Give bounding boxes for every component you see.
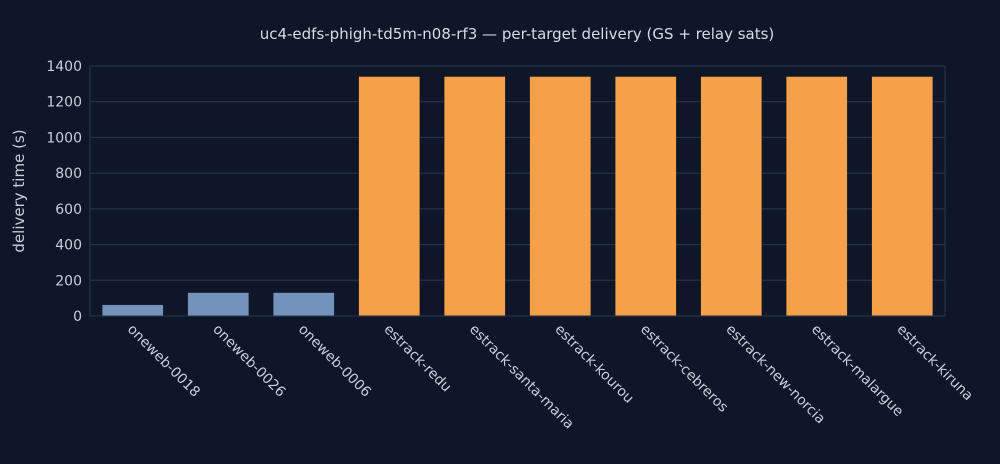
- bar-estrack-malargue: [786, 76, 848, 316]
- y-tick-label: 1000: [46, 130, 82, 146]
- plot-frame: [89, 65, 946, 317]
- bar-oneweb-0026: [187, 292, 249, 316]
- y-tick-label: 1200: [46, 95, 82, 111]
- x-tick-label: estrack-kourou: [551, 322, 636, 407]
- bar-estrack-cebreros: [615, 76, 677, 316]
- y-tick-label: 0: [73, 309, 82, 325]
- y-tick-label: 600: [55, 202, 82, 218]
- bar-estrack-new-norcia: [700, 76, 762, 316]
- x-tick-label: oneweb-0006: [295, 322, 374, 401]
- bar-estrack-kourou: [529, 76, 591, 316]
- bar-estrack-redu: [358, 76, 420, 316]
- bar-estrack-kiruna: [871, 76, 933, 316]
- y-tick-label: 400: [55, 238, 82, 254]
- x-tick-labels: oneweb-0018 oneweb-0026 oneweb-0006 estrack…: [124, 322, 976, 433]
- bar-estrack-santa-maria: [444, 76, 506, 316]
- x-tick-label: estrack-kiruna: [893, 322, 975, 404]
- y-tick-label: 200: [55, 273, 82, 289]
- x-tick-label: estrack-redu: [380, 322, 454, 396]
- x-tick-label: estrack-malargue: [808, 322, 906, 420]
- y-tick-labels: 0 200 400 600 800 1000 1200 1400: [46, 59, 82, 325]
- chart-title: uc4-edfs-phigh-td5m-n08-rf3 — per-target…: [260, 25, 775, 43]
- y-tick-label: 1400: [46, 59, 82, 75]
- x-tick-label: oneweb-0018: [124, 322, 203, 401]
- y-axis-title: delivery time (s): [10, 129, 28, 252]
- bar-oneweb-0018: [102, 304, 164, 316]
- bar-oneweb-0006: [273, 292, 335, 316]
- bars: [102, 76, 933, 316]
- x-tick-label: estrack-new-norcia: [722, 322, 828, 428]
- x-tick-label: oneweb-0026: [209, 322, 288, 401]
- x-tick-label: estrack-cebreros: [637, 322, 731, 416]
- grid-lines: [90, 65, 945, 317]
- y-tick-label: 800: [55, 166, 82, 182]
